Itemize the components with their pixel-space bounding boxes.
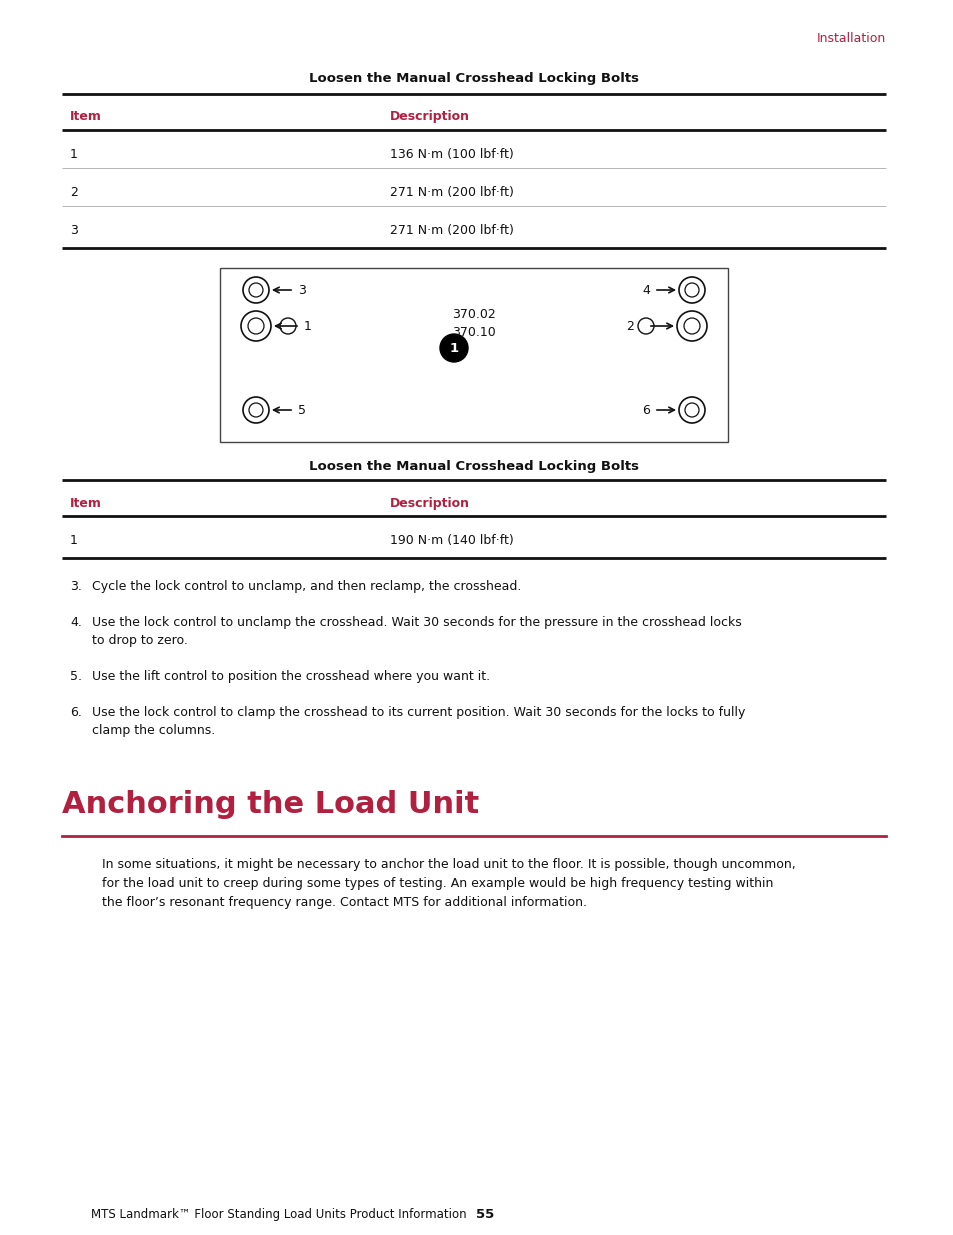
Bar <box>220 268 727 442</box>
Text: Item: Item <box>70 110 102 124</box>
Text: Anchoring the Load Unit: Anchoring the Load Unit <box>62 790 478 819</box>
Text: 1: 1 <box>70 534 78 547</box>
Text: MTS Landmark™ Floor Standing Load Units Product Information: MTS Landmark™ Floor Standing Load Units … <box>91 1208 474 1221</box>
Text: 5: 5 <box>297 404 306 416</box>
Text: 3: 3 <box>297 284 306 296</box>
Text: Item: Item <box>70 496 102 510</box>
Text: 1: 1 <box>304 320 312 332</box>
Text: Use the lift control to position the crosshead where you want it.: Use the lift control to position the cro… <box>91 671 490 683</box>
Text: 4.: 4. <box>70 616 82 629</box>
Text: 3.: 3. <box>70 580 82 593</box>
Text: In some situations, it might be necessary to anchor the load unit to the floor. : In some situations, it might be necessar… <box>102 858 795 909</box>
Text: 370.10: 370.10 <box>452 326 496 338</box>
Text: 271 N·m (200 lbf·ft): 271 N·m (200 lbf·ft) <box>390 224 514 237</box>
Text: Description: Description <box>390 496 470 510</box>
Text: Cycle the lock control to unclamp, and then reclamp, the crosshead.: Cycle the lock control to unclamp, and t… <box>91 580 521 593</box>
Text: 6: 6 <box>641 404 649 416</box>
Text: 6.: 6. <box>70 706 82 719</box>
Text: Loosen the Manual Crosshead Locking Bolts: Loosen the Manual Crosshead Locking Bolt… <box>309 72 639 85</box>
Text: Description: Description <box>390 110 470 124</box>
Text: 1: 1 <box>449 342 458 354</box>
Text: 2: 2 <box>625 320 634 332</box>
Text: 1: 1 <box>70 148 78 161</box>
Text: 3: 3 <box>70 224 78 237</box>
Text: Use the lock control to clamp the crosshead to its current position. Wait 30 sec: Use the lock control to clamp the crossh… <box>91 706 744 737</box>
Text: 4: 4 <box>641 284 649 296</box>
Text: Loosen the Manual Crosshead Locking Bolts: Loosen the Manual Crosshead Locking Bolt… <box>309 459 639 473</box>
Text: Use the lock control to unclamp the crosshead. Wait 30 seconds for the pressure : Use the lock control to unclamp the cros… <box>91 616 741 647</box>
Text: 271 N·m (200 lbf·ft): 271 N·m (200 lbf·ft) <box>390 186 514 199</box>
Text: 190 N·m (140 lbf·ft): 190 N·m (140 lbf·ft) <box>390 534 514 547</box>
Text: 5.: 5. <box>70 671 82 683</box>
Circle shape <box>439 333 468 362</box>
Text: 2: 2 <box>70 186 78 199</box>
Text: Installation: Installation <box>816 32 885 44</box>
Text: 370.02: 370.02 <box>452 308 496 321</box>
Text: 55: 55 <box>476 1208 494 1221</box>
Text: 136 N·m (100 lbf·ft): 136 N·m (100 lbf·ft) <box>390 148 514 161</box>
